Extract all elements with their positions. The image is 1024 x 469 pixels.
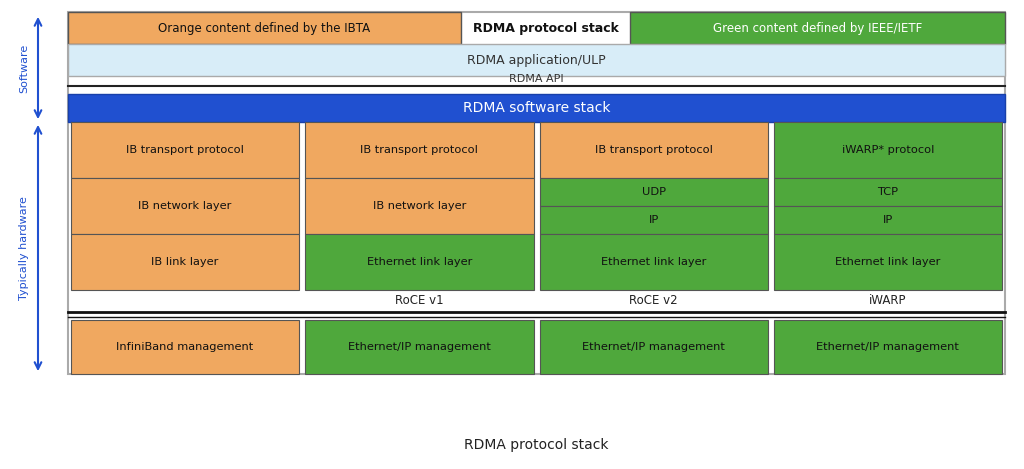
Text: Green content defined by IEEE/IETF: Green content defined by IEEE/IETF — [713, 22, 923, 35]
Bar — [774, 178, 1002, 206]
Text: IP: IP — [648, 215, 658, 225]
Bar — [774, 206, 1002, 234]
Bar — [305, 122, 534, 178]
Text: Ethernet/IP management: Ethernet/IP management — [816, 342, 959, 352]
Text: IP: IP — [883, 215, 893, 225]
Bar — [68, 12, 1005, 374]
Text: RDMA protocol stack: RDMA protocol stack — [464, 438, 608, 452]
Text: RDMA protocol stack: RDMA protocol stack — [472, 22, 618, 35]
Text: Ethernet link layer: Ethernet link layer — [601, 257, 707, 267]
Bar — [305, 178, 534, 234]
Text: TCP: TCP — [878, 187, 898, 197]
Text: IB transport protocol: IB transport protocol — [126, 145, 244, 155]
Bar — [540, 178, 768, 206]
Bar — [540, 206, 768, 234]
Bar — [71, 122, 299, 178]
Text: RoCE v1: RoCE v1 — [395, 295, 443, 308]
Bar — [774, 122, 1002, 178]
Bar — [540, 320, 768, 374]
Text: RDMA application/ULP: RDMA application/ULP — [467, 53, 606, 67]
Text: UDP: UDP — [642, 187, 666, 197]
Bar — [774, 320, 1002, 374]
Bar — [71, 234, 299, 290]
Text: RoCE v2: RoCE v2 — [630, 295, 678, 308]
Text: Ethernet link layer: Ethernet link layer — [367, 257, 472, 267]
Bar — [68, 12, 461, 44]
Text: IB network layer: IB network layer — [373, 201, 466, 211]
Text: Ethernet/IP management: Ethernet/IP management — [348, 342, 490, 352]
Text: Ethernet/IP management: Ethernet/IP management — [583, 342, 725, 352]
Text: iWARP: iWARP — [869, 295, 906, 308]
Bar — [71, 320, 299, 374]
Text: RDMA software stack: RDMA software stack — [463, 101, 610, 115]
Text: iWARP* protocol: iWARP* protocol — [842, 145, 934, 155]
Bar — [68, 44, 1005, 76]
Text: Software: Software — [19, 43, 29, 92]
Text: InfiniBand management: InfiniBand management — [117, 342, 254, 352]
Text: Typically hardware: Typically hardware — [19, 196, 29, 300]
Bar — [774, 234, 1002, 290]
Bar — [630, 12, 1005, 44]
Bar — [540, 122, 768, 178]
Text: Ethernet link layer: Ethernet link layer — [836, 257, 941, 267]
Text: IB network layer: IB network layer — [138, 201, 231, 211]
Bar — [305, 234, 534, 290]
Text: IB transport protocol: IB transport protocol — [595, 145, 713, 155]
Bar — [68, 94, 1005, 122]
Bar — [540, 234, 768, 290]
Text: Orange content defined by the IBTA: Orange content defined by the IBTA — [159, 22, 371, 35]
Text: IB transport protocol: IB transport protocol — [360, 145, 478, 155]
Text: IB link layer: IB link layer — [152, 257, 219, 267]
Bar — [71, 178, 299, 234]
Text: RDMA API: RDMA API — [509, 74, 564, 84]
Bar — [305, 320, 534, 374]
